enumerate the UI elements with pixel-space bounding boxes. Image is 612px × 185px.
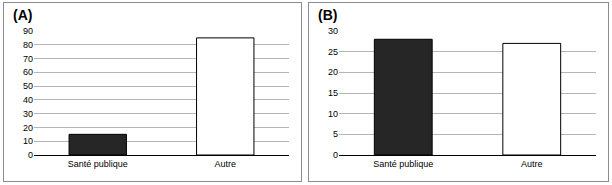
svg-text:20: 20 (23, 123, 33, 133)
svg-text:30: 30 (328, 26, 338, 36)
svg-text:90: 90 (23, 26, 33, 36)
svg-text:20: 20 (328, 67, 338, 77)
svg-text:50: 50 (23, 81, 33, 91)
svg-text:Santé publique: Santé publique (68, 159, 128, 169)
svg-text:(B): (B) (318, 7, 337, 23)
svg-text:10: 10 (23, 136, 33, 146)
svg-text:15: 15 (328, 88, 338, 98)
svg-text:Santé publique: Santé publique (373, 159, 433, 169)
svg-text:40: 40 (23, 95, 33, 105)
svg-text:(A): (A) (13, 7, 32, 23)
svg-text:60: 60 (23, 67, 33, 77)
svg-text:70: 70 (23, 54, 33, 64)
svg-text:25: 25 (328, 47, 338, 57)
svg-text:Autre: Autre (521, 159, 543, 169)
svg-text:10: 10 (328, 109, 338, 119)
svg-text:0: 0 (28, 150, 33, 160)
svg-text:80: 80 (23, 40, 33, 50)
svg-text:5: 5 (333, 129, 338, 139)
svg-text:30: 30 (23, 109, 33, 119)
svg-text:0: 0 (333, 150, 338, 160)
svg-text:Autre: Autre (214, 159, 236, 169)
